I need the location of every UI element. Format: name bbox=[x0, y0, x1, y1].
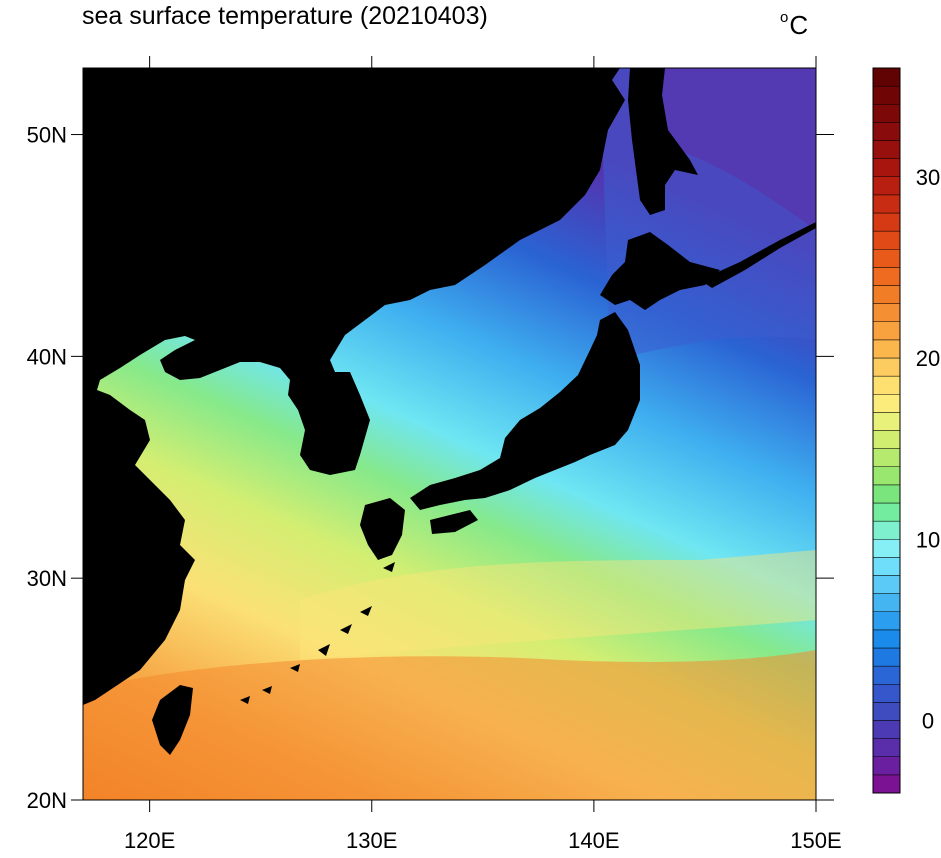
colorbar-bin bbox=[872, 249, 901, 268]
asia-landmass bbox=[83, 68, 625, 705]
degree-symbol: o bbox=[780, 9, 789, 26]
colorbar-bin bbox=[872, 539, 901, 558]
colorbar-bin bbox=[872, 738, 901, 757]
colorbar-bin bbox=[872, 357, 901, 377]
warm-water-region bbox=[83, 650, 816, 800]
lat-tick-label: 40N bbox=[27, 344, 67, 369]
colorbar-bin bbox=[872, 448, 901, 467]
colorbar-bin bbox=[872, 611, 901, 631]
colorbar: 0 10 20 30 bbox=[872, 67, 940, 794]
colorbar-bin bbox=[872, 484, 901, 504]
colorbar-tick-label: 0 bbox=[922, 709, 934, 734]
colorbar-bin bbox=[872, 412, 901, 431]
colorbar-bin bbox=[872, 665, 901, 685]
colorbar-bin bbox=[872, 285, 901, 304]
map-frame bbox=[82, 67, 817, 801]
subtropical-band bbox=[300, 550, 816, 660]
colorbar-bin bbox=[872, 321, 901, 341]
colorbar-bin bbox=[872, 339, 901, 359]
longitude-axis: 120E 130E 140E 150E bbox=[124, 56, 842, 853]
colorbar-bin bbox=[872, 647, 901, 667]
sakhalin-island bbox=[628, 68, 698, 215]
colorbar-bin bbox=[872, 774, 901, 794]
lat-tick-label: 50N bbox=[27, 123, 67, 148]
map-title: sea surface temperature (20210403) bbox=[82, 2, 488, 30]
colorbar-bin bbox=[872, 158, 901, 177]
map-area bbox=[83, 68, 816, 800]
colorbar-bin bbox=[872, 593, 901, 612]
colorbar-bin bbox=[872, 394, 901, 413]
colorbar-bin bbox=[872, 67, 901, 87]
colorbar-bin bbox=[872, 375, 901, 395]
kyushu-island bbox=[360, 498, 405, 560]
lon-tick-label: 140E bbox=[568, 828, 619, 853]
colorbar-bin bbox=[872, 430, 901, 449]
colorbar-bin bbox=[872, 230, 901, 250]
colorbar-bin bbox=[872, 557, 901, 576]
colorbar-bin bbox=[872, 629, 901, 649]
taiwan-island bbox=[152, 685, 193, 755]
colorbar-bin bbox=[872, 702, 901, 721]
lon-tick-label: 120E bbox=[124, 828, 175, 853]
colorbar-bin bbox=[872, 720, 901, 739]
lat-tick-label: 20N bbox=[27, 788, 67, 813]
colorbar-bin bbox=[872, 575, 901, 594]
colorbar-tick-label: 20 bbox=[916, 346, 940, 371]
colorbar-tick-label: 30 bbox=[916, 165, 940, 190]
colorbar-bin bbox=[872, 684, 901, 703]
lon-tick-label: 150E bbox=[790, 828, 841, 853]
colorbar-bin bbox=[872, 122, 901, 141]
shikoku-island bbox=[430, 510, 478, 534]
units-label: oC bbox=[780, 2, 808, 41]
colorbar-bin bbox=[872, 303, 901, 322]
honshu-island bbox=[410, 312, 640, 510]
colorbar-frame bbox=[872, 67, 901, 794]
lon-tick-label: 130E bbox=[346, 828, 397, 853]
colorbar-bin bbox=[872, 176, 901, 196]
okhotsk-cold-region bbox=[640, 68, 816, 230]
colorbar-bin bbox=[872, 212, 901, 232]
colorbar-bin bbox=[872, 466, 901, 486]
latitude-axis: 20N 30N 40N 50N bbox=[27, 123, 834, 813]
colorbar-bin bbox=[872, 104, 901, 123]
hokkaido-island bbox=[600, 232, 720, 310]
unit-letter: C bbox=[789, 10, 809, 40]
colorbar-bin bbox=[872, 502, 901, 522]
colorbar-bin bbox=[872, 267, 901, 286]
colorbar-bin bbox=[872, 140, 901, 159]
colorbar-tick-label: 10 bbox=[916, 527, 940, 552]
colorbar-bin bbox=[872, 194, 901, 214]
colorbar-bin bbox=[872, 520, 901, 540]
colorbar-bin bbox=[872, 85, 901, 105]
colorbar-bin bbox=[872, 756, 901, 776]
lat-tick-label: 30N bbox=[27, 566, 67, 591]
kuril-islands bbox=[700, 222, 816, 288]
